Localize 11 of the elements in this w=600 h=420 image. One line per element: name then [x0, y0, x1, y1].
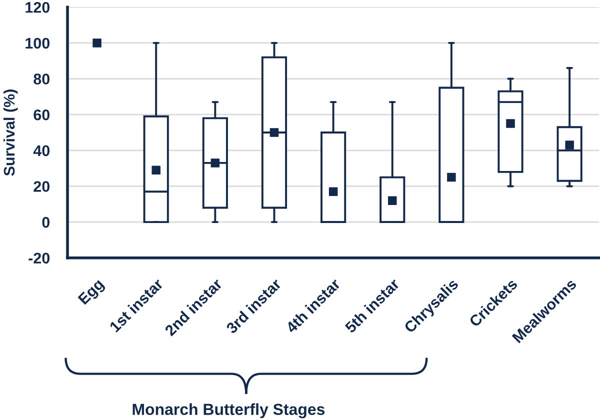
- y-tick-label: 0: [42, 216, 50, 228]
- text: Monarch Butterfly Stages: [132, 403, 325, 418]
- y-axis-title: Survival (%): [3, 90, 18, 176]
- y-tick-label: 60: [34, 109, 50, 120]
- y-tick-label: 100: [26, 38, 50, 49]
- y-tick-label: 80: [34, 74, 50, 84]
- y-tick-label: 40: [33, 145, 50, 156]
- y-tick-label: 20: [34, 181, 50, 192]
- y-tick-label: -20: [28, 252, 50, 264]
- x-tick-label: Egg: [78, 278, 106, 308]
- y-tick-label: 120: [26, 2, 50, 13]
